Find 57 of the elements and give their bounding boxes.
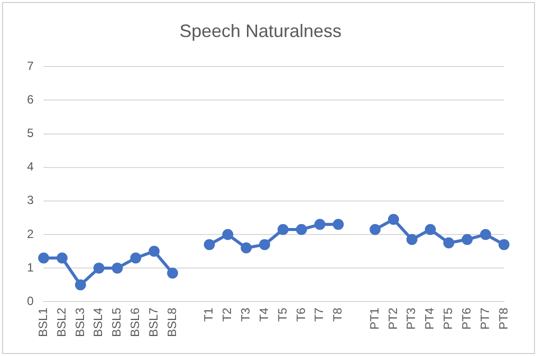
x-tick-label: PT1 xyxy=(367,307,382,330)
point xyxy=(75,279,86,290)
x-tick-label: PT3 xyxy=(404,307,418,330)
y-tick-label: 6 xyxy=(26,92,34,106)
x-tick-label: BSL5 xyxy=(110,307,124,338)
x-tick-label: BSL6 xyxy=(128,307,142,338)
x-tick-label: T1 xyxy=(202,307,216,322)
y-tick-label: 2 xyxy=(26,226,34,241)
point xyxy=(204,239,215,250)
point xyxy=(443,237,454,248)
x-tick-label: PT6 xyxy=(459,307,474,330)
x-tick-label: PT7 xyxy=(478,307,492,330)
point xyxy=(388,214,400,225)
x-tick-label: PT2 xyxy=(386,307,400,330)
point xyxy=(56,252,68,264)
x-tick-label: PT5 xyxy=(441,307,456,330)
y-tick-label: 1 xyxy=(26,260,34,274)
x-tick-label: PT4 xyxy=(422,307,437,330)
x-tick-label: BSL1 xyxy=(36,307,50,338)
x-tick-label: T3 xyxy=(238,307,253,322)
point xyxy=(222,228,234,240)
point xyxy=(296,224,307,235)
x-tick-label: T4 xyxy=(256,307,271,322)
point xyxy=(93,262,104,274)
x-tick-label: T6 xyxy=(294,307,308,322)
y-tick-label: 0 xyxy=(26,294,34,308)
point xyxy=(406,234,418,246)
point xyxy=(167,268,178,279)
y-tick-label: 4 xyxy=(26,160,34,174)
x-tick-label: BSL2 xyxy=(54,307,68,338)
chart-title: Speech Naturalness xyxy=(179,20,342,41)
x-tick-label: PT8 xyxy=(496,307,510,330)
x-tick-label: T8 xyxy=(330,307,345,322)
point xyxy=(480,228,492,240)
point xyxy=(38,252,50,264)
point xyxy=(130,252,142,264)
x-tick-label: T2 xyxy=(220,307,234,322)
y-tick-label: 3 xyxy=(26,193,34,208)
x-tick-label: BSL4 xyxy=(91,307,106,338)
point xyxy=(424,224,436,235)
y-tick-label: 7 xyxy=(26,58,34,73)
x-tick-label: BSL3 xyxy=(72,307,87,338)
point xyxy=(498,239,510,250)
point xyxy=(462,234,473,246)
point xyxy=(278,224,289,235)
point xyxy=(240,242,252,254)
point xyxy=(148,246,160,257)
x-tick-label: T7 xyxy=(312,307,326,322)
point xyxy=(259,239,270,250)
point xyxy=(314,218,326,230)
point xyxy=(370,224,381,235)
x-tick-label: BSL8 xyxy=(164,307,179,338)
x-tick-label: T5 xyxy=(275,307,290,322)
point xyxy=(112,262,123,274)
y-tick-label: 5 xyxy=(26,126,34,140)
point xyxy=(332,218,344,230)
x-tick-label: BSL7 xyxy=(146,307,160,338)
